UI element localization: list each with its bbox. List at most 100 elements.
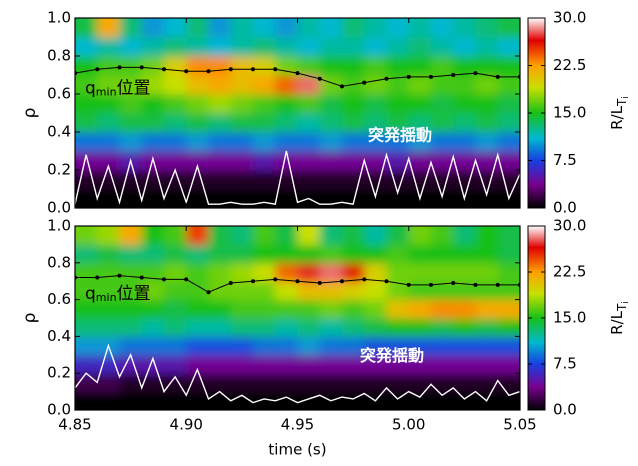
qmin-point (496, 283, 500, 287)
colorbar-tick-label: 30.0 (553, 217, 586, 235)
heat-cell (164, 281, 187, 300)
burst-annotation: 突発揺動 (360, 346, 424, 365)
heat-cell (231, 170, 254, 190)
heat-cell (298, 94, 321, 114)
heat-cell (453, 94, 476, 114)
heat-cell (253, 113, 276, 133)
heat-cell (275, 300, 298, 319)
heat-cell (275, 336, 298, 355)
qmin-suffix: 位置 (117, 284, 151, 304)
heat-cell (364, 318, 387, 337)
heat-cell (431, 56, 454, 76)
heat-cell (476, 392, 499, 423)
colorbar-tick-label: 22.5 (553, 56, 586, 74)
heat-cell (342, 300, 365, 319)
heat-cell (453, 56, 476, 76)
colorbar-tick-label: 7.5 (553, 355, 577, 373)
heat-cell (142, 37, 165, 57)
heatmap (63, 6, 533, 221)
heat-cell (498, 355, 533, 374)
y-tick-label: 0.4 (47, 123, 71, 141)
heat-cell (431, 132, 454, 152)
heat-cell (498, 94, 533, 114)
heat-cell (209, 214, 232, 245)
qmin-point (318, 77, 322, 81)
heat-cell (476, 37, 499, 57)
heat-cell (409, 37, 432, 57)
heat-cell (476, 113, 499, 133)
heat-cell (387, 94, 410, 114)
heat-cell (186, 336, 209, 355)
y-tick-label: 0.4 (47, 327, 71, 345)
heat-cell (164, 336, 187, 355)
qmin-point (140, 276, 144, 280)
heat-cell (453, 244, 476, 263)
heat-cell (320, 6, 343, 38)
x-tick-label: 4.90 (170, 416, 203, 434)
heat-cell (120, 6, 143, 38)
heat-cell (164, 318, 187, 337)
heat-cell (431, 94, 454, 114)
heat-cell (164, 113, 187, 133)
heat-cell (298, 170, 321, 190)
heat-cell (298, 151, 321, 171)
heat-cell (142, 336, 165, 355)
heat-cell (186, 6, 209, 38)
heat-cell (298, 355, 321, 374)
qmin-annotation: qmin位置 (85, 284, 151, 304)
heat-cell (209, 263, 232, 282)
heat-cell (231, 151, 254, 171)
heat-cell (186, 37, 209, 57)
heat-cell (231, 94, 254, 114)
heat-cell (253, 132, 276, 152)
heat-cell (342, 37, 365, 57)
heat-cell (253, 6, 276, 38)
heat-cell (209, 355, 232, 374)
heat-cell (476, 300, 499, 319)
heat-cell (298, 263, 321, 282)
heat-cell (364, 56, 387, 76)
heat-cell (320, 281, 343, 300)
heat-cell (453, 214, 476, 245)
heat-cell (387, 214, 410, 245)
heat-cell (231, 75, 254, 95)
cells (63, 214, 533, 423)
heat-cell (209, 244, 232, 263)
qmin-point (207, 290, 211, 294)
heat-cell (186, 113, 209, 133)
heat-cell (498, 214, 533, 245)
qmin-q: q (85, 78, 96, 98)
heat-cell (476, 318, 499, 337)
heat-cell (298, 318, 321, 337)
heat-cell (209, 75, 232, 95)
qmin-point (318, 281, 322, 285)
heat-cell (320, 244, 343, 263)
heat-cell (298, 336, 321, 355)
heat-cell (164, 244, 187, 263)
heat-cell (431, 392, 454, 423)
heat-cell (364, 75, 387, 95)
heat-cell (209, 373, 232, 392)
heat-cell (409, 214, 432, 245)
heat-cell (476, 373, 499, 392)
qmin-point (251, 279, 255, 283)
heat-cell (142, 6, 165, 38)
heat-cell (498, 151, 533, 171)
qmin-point (273, 277, 277, 281)
heat-cell (231, 132, 254, 152)
qmin-sub: min (96, 85, 117, 98)
heat-cell (164, 94, 187, 114)
heat-cell (186, 56, 209, 76)
heat-cell (453, 6, 476, 38)
qmin-point (496, 75, 500, 79)
qmin-annotation: qmin位置 (85, 78, 151, 98)
heat-cell (320, 94, 343, 114)
qmin-point (474, 283, 478, 287)
heat-cell (298, 132, 321, 152)
x-axis-label: time (s) (268, 441, 326, 459)
heat-cell (120, 373, 143, 392)
heat-cell (120, 37, 143, 57)
heat-cell (320, 75, 343, 95)
